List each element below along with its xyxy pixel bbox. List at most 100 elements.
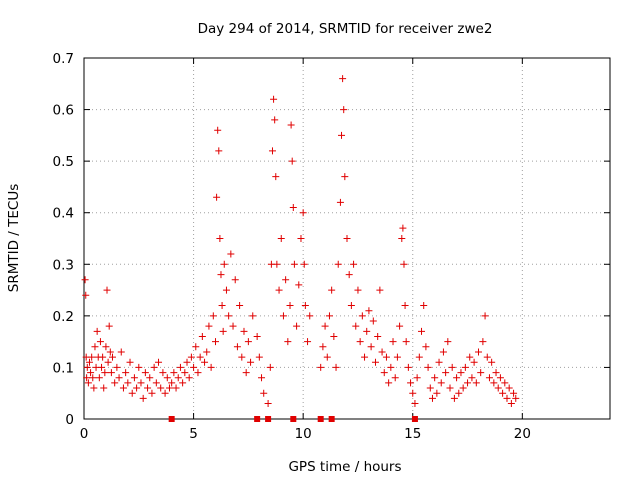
data-point xyxy=(505,384,513,392)
data-point xyxy=(399,224,407,232)
data-point xyxy=(289,204,297,212)
y-tick-label: 0.3 xyxy=(53,257,74,273)
y-tick-label: 0.2 xyxy=(53,309,74,325)
data-point xyxy=(236,302,244,310)
data-point xyxy=(253,332,261,340)
data-point xyxy=(391,374,399,382)
chart-title: Day 294 of 2014, SRMTID for receiver zwe… xyxy=(198,21,493,37)
data-point xyxy=(277,235,285,242)
data-point xyxy=(107,369,115,377)
data-point xyxy=(82,291,90,299)
data-point xyxy=(124,379,132,387)
y-tick-label: 0.4 xyxy=(53,206,74,222)
data-point xyxy=(428,394,436,402)
data-point xyxy=(387,363,395,371)
data-point xyxy=(89,374,97,382)
data-point xyxy=(361,353,369,361)
data-point xyxy=(301,302,309,310)
data-point xyxy=(356,338,364,346)
data-point xyxy=(214,126,222,134)
data-point xyxy=(401,302,409,310)
data-point xyxy=(420,302,428,310)
data-point xyxy=(358,312,366,320)
data-point xyxy=(481,312,489,320)
data-point xyxy=(190,363,198,371)
data-point xyxy=(146,374,154,382)
y-tick-label: 0.6 xyxy=(53,103,74,119)
data-point xyxy=(174,374,182,382)
data-point xyxy=(393,353,401,361)
data-point xyxy=(130,374,138,382)
data-point xyxy=(240,327,248,335)
data-point xyxy=(95,374,103,382)
data-point xyxy=(323,353,331,361)
data-point xyxy=(185,374,193,382)
x-tick-label: 15 xyxy=(404,426,421,442)
x-tick-label: 0 xyxy=(80,426,89,442)
data-point xyxy=(402,338,410,346)
data-point xyxy=(483,353,491,361)
data-point xyxy=(287,121,295,129)
data-point xyxy=(339,75,347,83)
data-point xyxy=(304,338,312,346)
data-point xyxy=(155,358,163,366)
data-point xyxy=(300,260,308,268)
x-tick-label: 5 xyxy=(189,426,198,442)
data-point xyxy=(172,384,180,392)
data-point xyxy=(485,374,493,382)
data-point xyxy=(459,384,467,392)
y-axis-label: SRMTID / TECUs xyxy=(6,184,22,292)
data-point xyxy=(325,312,333,320)
data-point xyxy=(492,369,500,377)
data-point xyxy=(150,363,158,371)
data-point xyxy=(398,235,406,242)
data-point xyxy=(385,379,393,387)
data-point xyxy=(87,369,95,377)
baseline-marker xyxy=(317,416,324,422)
data-point xyxy=(108,353,116,361)
data-point xyxy=(468,374,476,382)
data-point xyxy=(437,379,445,387)
data-point xyxy=(103,286,111,294)
data-point xyxy=(404,363,412,371)
data-point xyxy=(215,147,223,155)
data-point xyxy=(501,379,509,387)
data-point xyxy=(431,374,439,382)
data-point xyxy=(115,374,123,382)
data-point xyxy=(446,384,454,392)
baseline-marker xyxy=(265,416,272,422)
data-point xyxy=(212,338,219,346)
data-point xyxy=(93,327,101,335)
data-point xyxy=(141,369,149,377)
data-point xyxy=(104,358,112,366)
data-point xyxy=(233,343,241,351)
data-point xyxy=(91,343,99,351)
data-point xyxy=(231,276,239,284)
data-point xyxy=(260,389,268,397)
data-point xyxy=(475,348,482,356)
data-point xyxy=(477,369,485,377)
data-point xyxy=(343,235,351,242)
data-point xyxy=(365,307,373,315)
data-point xyxy=(266,363,274,371)
plot-frame xyxy=(83,57,611,420)
data-point xyxy=(295,281,303,289)
data-point xyxy=(374,332,382,340)
data-point xyxy=(176,363,184,371)
data-point xyxy=(464,379,472,387)
data-point xyxy=(499,389,507,397)
data-point xyxy=(179,379,187,387)
data-point xyxy=(507,400,515,408)
data-point xyxy=(111,379,119,387)
baseline-marker xyxy=(254,416,261,422)
data-point xyxy=(244,338,252,346)
data-point xyxy=(268,147,276,155)
data-point xyxy=(163,374,171,382)
data-point xyxy=(101,369,109,377)
data-point xyxy=(106,348,114,356)
data-point xyxy=(376,286,384,294)
data-point xyxy=(83,374,91,382)
data-point xyxy=(435,358,443,366)
data-point xyxy=(81,276,89,284)
data-point xyxy=(196,353,204,361)
